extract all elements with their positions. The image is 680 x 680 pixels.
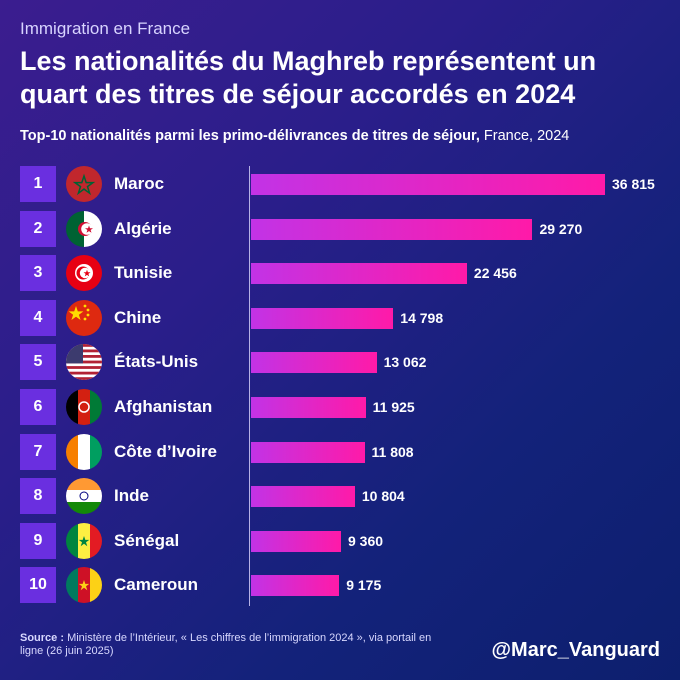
category-label: Sénégal [114,530,180,550]
subtitle-bold: Top-10 nationalités parmi les primo-déli… [20,128,480,144]
flag-india-icon [66,478,102,515]
bar-chart: 1 Maroc 36 815 2 Algérie 29 270 3 Tunisie 22 456… [0,160,680,610]
flag-ivory-coast-icon [66,433,102,470]
rank-label: 4 [20,299,56,336]
category-label: Cameroun [114,575,199,595]
category-label: Maroc [114,174,165,193]
author-handle: @Marc_Vanguard [491,639,660,661]
rank-label: 10 [20,567,56,604]
bar-row: 5 États-Unis 13 062 [0,344,680,381]
bar-row: 7 Côte d’Ivoire 11 808 [0,433,680,470]
flag-china-icon [66,299,102,336]
value-label: 14 798 [400,309,444,326]
chart-title: Les nationalités du Maghreb représentent… [20,46,597,109]
rank-label: 5 [20,344,56,381]
bar [251,530,341,552]
category-label: Afghanistan [114,397,213,416]
bar [251,263,467,285]
flag-usa-icon [66,344,102,381]
value-label: 29 270 [539,220,583,237]
value-label: 13 062 [383,354,427,371]
category-label: Chine [114,307,162,327]
chart-subtitle: Top-10 nationalités parmi les primo-déli… [20,128,569,144]
bar-row: 10 Cameroun 9 175 [0,567,680,604]
bar-row: 6 Afghanistan 11 925 [0,389,680,425]
bar [251,352,377,374]
flag-tunisia-icon [66,255,102,292]
category-label: Algérie [114,218,172,238]
bar-row: 3 Tunisie 22 456 [0,255,680,292]
rank-label: 6 [20,389,56,425]
flag-morocco-icon [66,166,102,202]
bar [251,218,533,240]
category-label: États-Unis [114,352,199,372]
rank-label: 1 [20,166,56,202]
value-label: 11 925 [372,399,415,415]
flag-afghanistan-icon [66,389,102,425]
value-label: 22 456 [473,265,517,282]
bar-row: 4 Chine 14 798 [0,299,680,336]
value-label: 9 175 [346,577,382,594]
bar [251,486,355,508]
category-label: Inde [114,486,149,506]
bar [251,397,366,418]
value-label: 11 808 [371,443,414,460]
source-label: Source : [20,632,65,644]
y-axis-line [249,166,250,606]
flag-algeria-icon [66,210,102,247]
flag-cameroon-icon [66,567,102,604]
kicker: Immigration en France [20,19,191,38]
value-label: 36 815 [612,176,655,192]
rank-label: 9 [20,522,56,559]
source-note: Source : Ministère de l’Intérieur, « Les… [20,632,440,658]
bar-row: 1 Maroc 36 815 [0,166,680,202]
bar [251,174,605,195]
category-label: Côte d’Ivoire [114,441,217,461]
bar [251,441,365,463]
category-label: Tunisie [114,263,173,283]
rank-label: 7 [20,433,56,470]
value-label: 9 360 [348,532,384,549]
bar-row: 2 Algérie 29 270 [0,210,680,247]
flag-senegal-icon [66,522,102,559]
source-text: Ministère de l’Intérieur, « Les chiffres… [20,632,432,657]
value-label: 10 804 [361,488,405,505]
bar-row: 9 Sénégal 9 360 [0,522,680,559]
rank-label: 8 [20,478,56,515]
bar [251,575,340,597]
bar [251,307,394,329]
rank-label: 2 [20,210,56,247]
rank-label: 3 [20,255,56,292]
bar-row: 8 Inde 10 804 [0,478,680,515]
subtitle-rest: France, 2024 [479,128,570,144]
